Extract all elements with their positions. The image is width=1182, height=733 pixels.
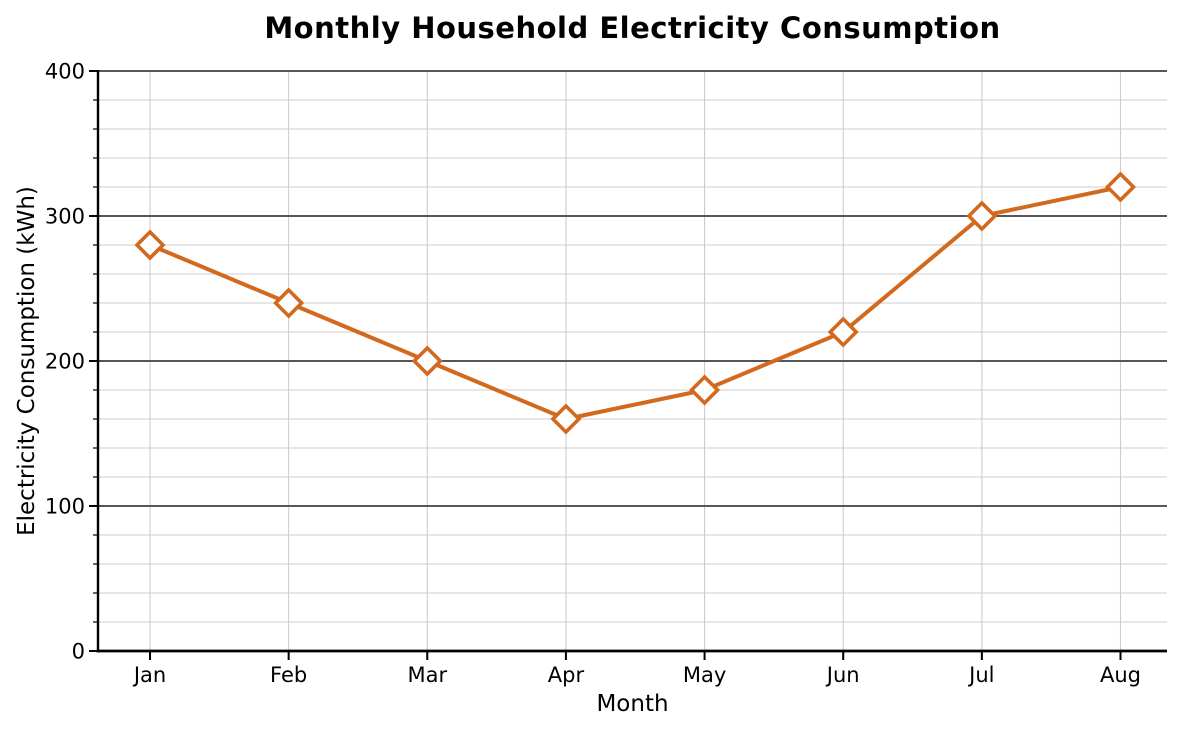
data-point-marker bbox=[134, 229, 166, 261]
data-point-marker bbox=[1104, 171, 1137, 203]
chart-title: Monthly Household Electricity Consumptio… bbox=[264, 11, 1001, 45]
data-point-marker bbox=[411, 345, 443, 377]
data-point-marker bbox=[689, 374, 721, 406]
x-tick-label: Jul bbox=[967, 663, 994, 687]
y-tick-label: 100 bbox=[45, 495, 85, 519]
y-axis-label: Electricity Consumption (kWh) bbox=[14, 186, 40, 536]
x-tick-label: Jun bbox=[825, 663, 860, 687]
y-tick-label: 400 bbox=[45, 60, 85, 84]
x-tick-label: Jan bbox=[132, 663, 166, 687]
x-tick-label: Feb bbox=[270, 663, 307, 687]
data-point-marker bbox=[966, 200, 998, 232]
y-tick-label: 200 bbox=[45, 350, 85, 374]
y-tick-label: 300 bbox=[45, 205, 85, 229]
x-tick-label: May bbox=[683, 663, 726, 687]
data-point-marker bbox=[827, 316, 859, 348]
x-tick-label: Mar bbox=[407, 663, 447, 687]
x-tick-label: Aug bbox=[1100, 663, 1141, 687]
data-point-marker bbox=[273, 287, 305, 319]
x-tick-label: Apr bbox=[548, 663, 585, 687]
y-tick-label: 0 bbox=[72, 640, 85, 664]
data-point-marker bbox=[550, 403, 582, 435]
data-line bbox=[148, 185, 1123, 421]
x-axis-label: Month bbox=[596, 691, 669, 717]
